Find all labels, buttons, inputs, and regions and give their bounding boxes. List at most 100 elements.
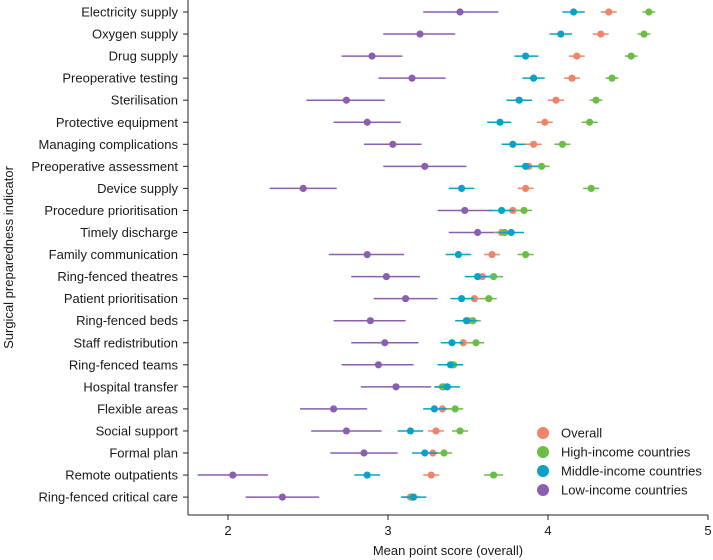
- data-point: [408, 74, 416, 82]
- x-tick-label: 4: [544, 523, 551, 538]
- data-point: [448, 339, 456, 347]
- category-label: Preoperative testing: [62, 71, 178, 86]
- data-point: [278, 493, 286, 501]
- data-point: [366, 317, 374, 325]
- data-point: [509, 140, 517, 148]
- data-point: [472, 339, 480, 347]
- data-point: [389, 140, 397, 148]
- data-point: [498, 206, 506, 215]
- data-point: [416, 30, 424, 38]
- series-high: [404, 8, 656, 501]
- category-label: Remote outpatients: [65, 468, 178, 483]
- data-point: [592, 96, 600, 104]
- x-axis: 2 3 4 5: [224, 515, 712, 538]
- legend-label-high: High-income countries: [561, 445, 691, 460]
- data-point: [488, 250, 496, 259]
- category-label: Sterilisation: [111, 93, 178, 108]
- category-label: Ring-fenced teams: [69, 357, 179, 372]
- data-point: [522, 52, 530, 60]
- category-label: Formal plan: [109, 446, 178, 461]
- data-point: [522, 184, 530, 192]
- data-point: [342, 427, 350, 435]
- data-point: [382, 273, 390, 281]
- data-point: [587, 184, 595, 192]
- data-point: [570, 8, 578, 16]
- data-point: [229, 471, 237, 479]
- data-point: [522, 250, 530, 259]
- x-tick-label: 2: [224, 523, 231, 538]
- data-point: [608, 74, 616, 82]
- category-label: Procedure prioritisation: [44, 203, 178, 218]
- y-axis-title: Surgical preparedness indicator: [1, 165, 16, 348]
- category-label: Managing complications: [39, 137, 179, 152]
- data-point: [568, 74, 576, 82]
- data-point: [522, 162, 530, 170]
- category-label: Oxygen supply: [92, 27, 178, 42]
- data-point: [645, 8, 653, 16]
- data-point: [597, 30, 605, 38]
- category-label: Device supply: [97, 181, 178, 196]
- data-point: [430, 405, 438, 413]
- category-label: Staff redistribution: [73, 335, 178, 350]
- category-label: Drug supply: [109, 49, 179, 64]
- data-point: [421, 449, 429, 457]
- data-point: [490, 273, 498, 281]
- data-point: [530, 74, 538, 82]
- data-point: [507, 228, 515, 237]
- data-point: [432, 427, 440, 435]
- legend-label-middle: Middle-income countries: [561, 464, 702, 479]
- data-point: [490, 471, 498, 479]
- data-point: [451, 405, 459, 413]
- data-point: [456, 8, 464, 16]
- data-point: [440, 449, 448, 457]
- data-point: [363, 118, 371, 126]
- data-point: [360, 449, 368, 457]
- legend-marker-middle: [537, 465, 549, 477]
- data-point: [461, 206, 469, 215]
- data-point: [627, 52, 635, 60]
- data-point: [330, 405, 338, 413]
- data-point: [474, 228, 482, 237]
- category-label: Ring-fenced critical care: [39, 490, 178, 505]
- data-point: [368, 52, 376, 60]
- series-middle: [354, 8, 585, 501]
- data-point: [421, 162, 429, 170]
- legend-marker-low: [537, 484, 549, 496]
- category-label: Timely discharge: [80, 225, 178, 240]
- data-point: [427, 471, 435, 479]
- data-point: [520, 206, 528, 215]
- data-point: [454, 250, 462, 259]
- data-point: [363, 471, 371, 479]
- data-point: [446, 361, 454, 369]
- category-labels: Electricity supply Oxygen supply Drug supp…: [31, 5, 188, 505]
- data-point: [474, 273, 482, 281]
- category-label: Ring-fenced beds: [76, 313, 178, 328]
- data-point: [557, 30, 565, 38]
- legend-marker-overall: [537, 427, 549, 439]
- data-point: [462, 317, 470, 325]
- legend-label-low: Low-income countries: [561, 483, 688, 498]
- category-label: Protective equipment: [56, 115, 179, 130]
- data-point: [363, 250, 371, 259]
- category-label: Preoperative assessment: [31, 159, 178, 174]
- plot-area: [187, 0, 708, 516]
- data-point: [406, 427, 414, 435]
- data-point: [443, 383, 451, 391]
- legend-label-overall: Overall: [561, 426, 602, 441]
- data-point: [541, 118, 549, 126]
- x-tick-label: 5: [704, 523, 711, 538]
- data-point: [402, 295, 410, 303]
- data-point: [496, 118, 504, 126]
- category-label: Hospital transfer: [83, 379, 178, 394]
- series-low: [197, 8, 507, 501]
- category-label: Patient prioritisation: [64, 291, 178, 306]
- data-series: [197, 8, 656, 501]
- data-point: [573, 52, 581, 60]
- data-point: [299, 184, 307, 192]
- data-point: [458, 295, 466, 303]
- data-point: [381, 339, 389, 347]
- data-point: [515, 96, 523, 104]
- legend-marker-high: [537, 446, 549, 458]
- category-label: Family communication: [49, 247, 178, 262]
